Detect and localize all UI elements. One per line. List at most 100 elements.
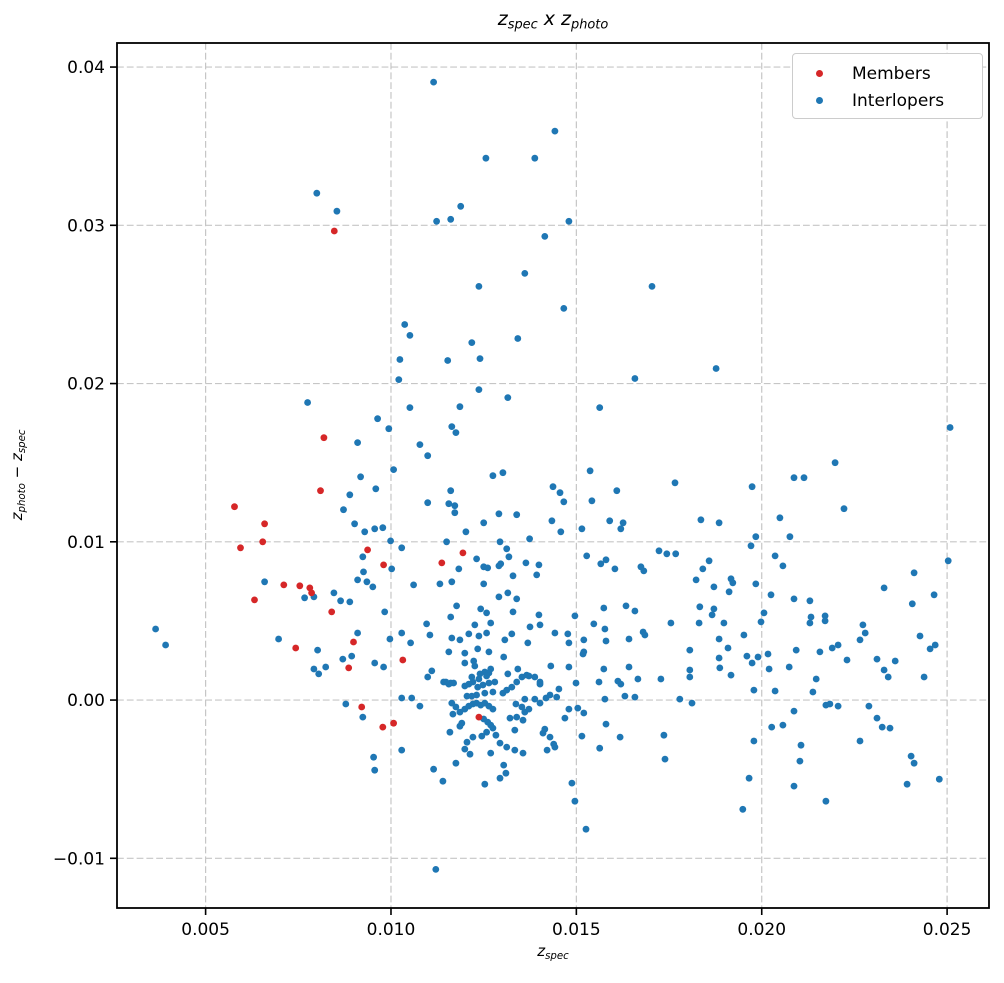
data-point <box>745 774 753 782</box>
data-point <box>456 636 464 644</box>
data-point <box>390 719 397 727</box>
data-point <box>455 565 463 573</box>
data-point <box>840 505 848 513</box>
data-point <box>339 655 347 663</box>
data-point <box>578 732 586 740</box>
data-point <box>565 217 573 225</box>
data-point <box>386 635 394 643</box>
data-point <box>727 671 735 679</box>
data-point <box>502 769 510 777</box>
x-tick-label: 0.010 <box>367 920 416 940</box>
data-point <box>482 154 490 162</box>
x-tick-label: 0.020 <box>737 920 786 940</box>
data-point <box>672 550 680 558</box>
data-point <box>580 636 588 644</box>
data-point <box>330 227 338 235</box>
data-point <box>715 654 723 662</box>
data-point <box>564 630 572 638</box>
data-point <box>834 702 842 710</box>
y-tick-label: 0.03 <box>67 216 105 236</box>
data-point <box>496 739 504 747</box>
data-point <box>481 780 489 788</box>
data-point <box>667 619 675 627</box>
data-point <box>301 594 308 602</box>
data-point <box>660 731 668 739</box>
data-point <box>548 517 556 525</box>
data-point <box>481 689 489 697</box>
data-point <box>859 621 867 629</box>
data-point <box>385 425 393 433</box>
data-point <box>304 399 311 406</box>
data-point <box>926 645 934 653</box>
legend-item-members: Members <box>793 60 982 87</box>
data-point <box>526 623 534 631</box>
data-point <box>578 525 586 533</box>
data-point <box>661 755 669 763</box>
data-point <box>583 552 591 560</box>
data-point <box>237 544 244 552</box>
data-point <box>280 581 288 589</box>
data-point <box>688 699 696 707</box>
data-point <box>535 611 543 619</box>
data-point <box>487 619 495 627</box>
data-point <box>884 673 892 681</box>
data-point <box>495 510 503 518</box>
data-point <box>543 746 551 754</box>
data-point <box>602 720 610 728</box>
data-point <box>463 692 471 700</box>
data-point <box>748 483 756 491</box>
data-point <box>602 556 610 564</box>
data-point <box>712 365 720 372</box>
data-point <box>458 719 466 727</box>
data-point <box>428 667 436 675</box>
members-points <box>231 227 483 731</box>
data-point <box>699 565 707 573</box>
data-point <box>916 632 924 640</box>
x-tick-label: 0.015 <box>552 920 601 940</box>
data-point <box>531 695 539 703</box>
data-point <box>451 502 459 510</box>
data-point <box>351 520 358 528</box>
data-point <box>485 648 493 656</box>
data-point <box>747 542 755 550</box>
data-point <box>275 635 282 643</box>
data-point <box>480 580 488 588</box>
data-point <box>330 589 338 597</box>
data-point <box>406 404 414 411</box>
data-point <box>439 777 447 785</box>
data-point <box>816 648 824 656</box>
data-point <box>447 487 455 495</box>
interlopers-points <box>152 78 954 873</box>
data-point <box>590 620 598 628</box>
data-point <box>410 581 417 589</box>
data-point <box>600 665 608 673</box>
data-point <box>541 725 549 733</box>
data-point <box>708 611 716 619</box>
data-point <box>519 749 527 757</box>
data-point <box>776 514 784 522</box>
data-point <box>292 644 300 652</box>
legend-label-interlopers: Interlopers <box>852 90 945 111</box>
data-point <box>710 583 718 591</box>
data-point <box>491 678 499 686</box>
data-point <box>729 579 737 587</box>
data-point <box>641 631 649 639</box>
data-point <box>475 283 483 290</box>
data-point <box>401 321 409 328</box>
data-point <box>750 737 758 745</box>
data-point <box>546 691 554 699</box>
data-point <box>357 473 364 481</box>
data-point <box>696 603 704 611</box>
data-point <box>475 632 483 640</box>
data-point <box>606 517 614 525</box>
data-point <box>501 636 509 644</box>
data-point <box>767 591 775 599</box>
data-point <box>524 639 532 647</box>
data-point <box>350 638 357 646</box>
data-point <box>461 659 469 667</box>
data-point <box>475 713 483 721</box>
data-point <box>430 78 437 86</box>
data-point <box>856 737 864 745</box>
data-point <box>716 664 724 672</box>
